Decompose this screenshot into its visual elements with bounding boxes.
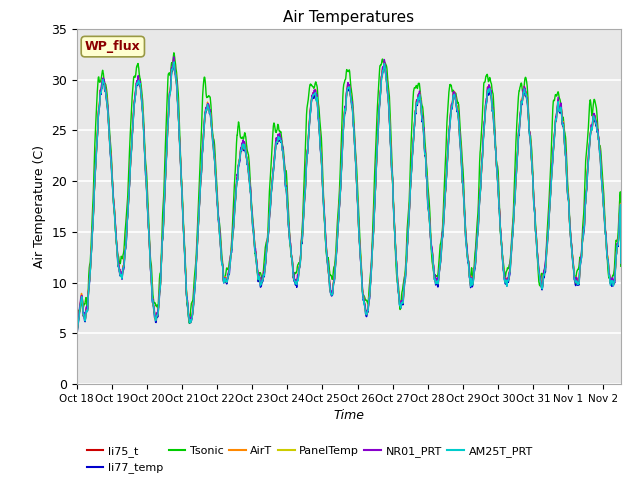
AM25T_PRT <box>73 348 81 354</box>
NR01_PRT <box>170 54 177 60</box>
li77_temp <box>534 252 541 258</box>
Text: WP_flux: WP_flux <box>85 40 141 53</box>
AM25T_PRT <box>534 252 541 258</box>
AirT <box>534 250 541 255</box>
PanelTemp <box>431 273 438 279</box>
li75_t <box>352 165 360 170</box>
AM25T_PRT <box>431 275 438 280</box>
Tsonic <box>617 264 625 269</box>
li77_temp <box>431 275 438 280</box>
Tsonic <box>105 115 113 120</box>
li75_t <box>170 58 177 63</box>
PanelTemp <box>170 58 178 64</box>
Tsonic <box>414 84 422 90</box>
X-axis label: Time: Time <box>333 409 364 422</box>
AirT <box>617 260 625 265</box>
PanelTemp <box>598 181 606 187</box>
li77_temp <box>170 59 178 65</box>
li75_t <box>598 181 606 187</box>
NR01_PRT <box>105 121 113 127</box>
Line: li77_temp: li77_temp <box>77 62 621 350</box>
Y-axis label: Air Temperature (C): Air Temperature (C) <box>33 145 45 268</box>
Tsonic <box>73 346 81 351</box>
li75_t <box>431 274 438 279</box>
AM25T_PRT <box>598 182 606 188</box>
AM25T_PRT <box>414 98 422 104</box>
AirT <box>414 96 422 101</box>
NR01_PRT <box>414 97 422 103</box>
li77_temp <box>352 167 360 172</box>
AM25T_PRT <box>617 260 625 266</box>
Line: Tsonic: Tsonic <box>77 53 621 348</box>
PanelTemp <box>105 123 113 129</box>
li77_temp <box>414 99 422 105</box>
AM25T_PRT <box>352 164 360 170</box>
NR01_PRT <box>352 162 360 168</box>
NR01_PRT <box>73 346 81 351</box>
Line: AirT: AirT <box>77 60 621 348</box>
li77_temp <box>73 347 81 353</box>
PanelTemp <box>617 260 625 266</box>
Title: Air Temperatures: Air Temperatures <box>284 10 414 25</box>
PanelTemp <box>414 98 422 104</box>
Tsonic <box>170 50 178 56</box>
li77_temp <box>598 183 606 189</box>
AirT <box>73 346 81 351</box>
PanelTemp <box>352 164 360 169</box>
AirT <box>105 121 113 127</box>
AirT <box>170 57 178 62</box>
li75_t <box>414 97 422 103</box>
NR01_PRT <box>598 180 606 186</box>
Tsonic <box>431 273 438 278</box>
li75_t <box>534 250 541 255</box>
Tsonic <box>352 155 360 160</box>
NR01_PRT <box>534 250 541 255</box>
AirT <box>352 163 360 168</box>
AirT <box>598 180 606 186</box>
li75_t <box>617 260 625 266</box>
Line: li75_t: li75_t <box>77 60 621 348</box>
Tsonic <box>598 168 606 174</box>
Line: AM25T_PRT: AM25T_PRT <box>77 62 621 351</box>
PanelTemp <box>73 347 81 353</box>
NR01_PRT <box>431 271 438 277</box>
AM25T_PRT <box>170 59 178 65</box>
AM25T_PRT <box>105 123 113 129</box>
PanelTemp <box>534 251 541 257</box>
Line: PanelTemp: PanelTemp <box>77 61 621 350</box>
Line: NR01_PRT: NR01_PRT <box>77 57 621 348</box>
NR01_PRT <box>617 260 625 266</box>
li75_t <box>73 346 81 351</box>
li75_t <box>105 123 113 129</box>
li77_temp <box>617 262 625 268</box>
li77_temp <box>105 125 113 131</box>
Legend: li75_t, li77_temp, Tsonic, AirT, PanelTemp, NR01_PRT, AM25T_PRT: li75_t, li77_temp, Tsonic, AirT, PanelTe… <box>83 442 537 478</box>
AirT <box>431 272 438 278</box>
Tsonic <box>534 256 541 262</box>
